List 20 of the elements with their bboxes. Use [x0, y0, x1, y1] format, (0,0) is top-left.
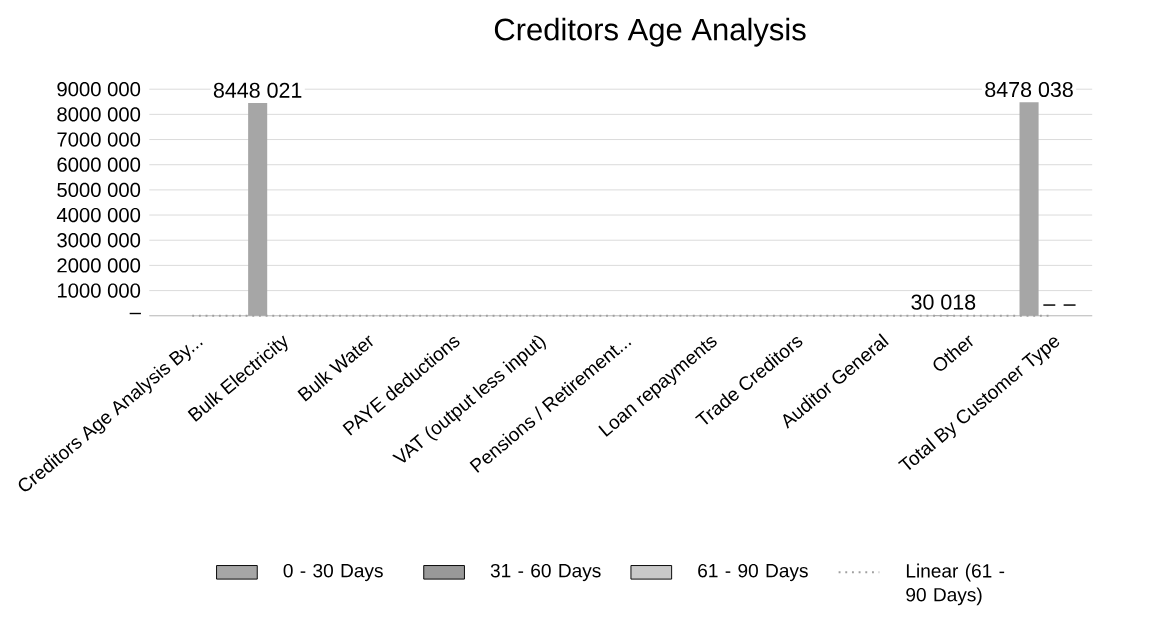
- y-tick-label: 5000 000: [57, 182, 141, 198]
- y-tick-label: 9000 000: [57, 82, 141, 97]
- y-tick-label: –: [129, 312, 141, 315]
- legend-label: Linear (61 - 90 Days): [906, 563, 1005, 606]
- data-label: 30 018: [911, 294, 976, 310]
- y-tick-label: 3000 000: [57, 233, 141, 248]
- y-tick-label: 4000 000: [56, 207, 141, 223]
- y-tick-label: 7000 000: [57, 132, 141, 147]
- data-label: 8448 021: [213, 82, 302, 98]
- data-label: –: [1043, 304, 1056, 306]
- legend-label: 61 - 90 Days: [698, 563, 808, 582]
- y-tick-label: 2000 000: [57, 258, 141, 273]
- legend-label: 0 - 30 Days: [283, 563, 383, 582]
- y-tick-label: 6000 000: [57, 157, 141, 172]
- y-tick-label: 8000 000: [57, 107, 141, 122]
- data-label: 8478 038: [985, 81, 1073, 98]
- chart-title: Creditors Age Analysis: [494, 17, 806, 47]
- legend-label: 31 - 60 Days: [490, 563, 601, 582]
- y-tick-label: 1000 000: [57, 283, 141, 298]
- data-label: –: [1063, 304, 1076, 306]
